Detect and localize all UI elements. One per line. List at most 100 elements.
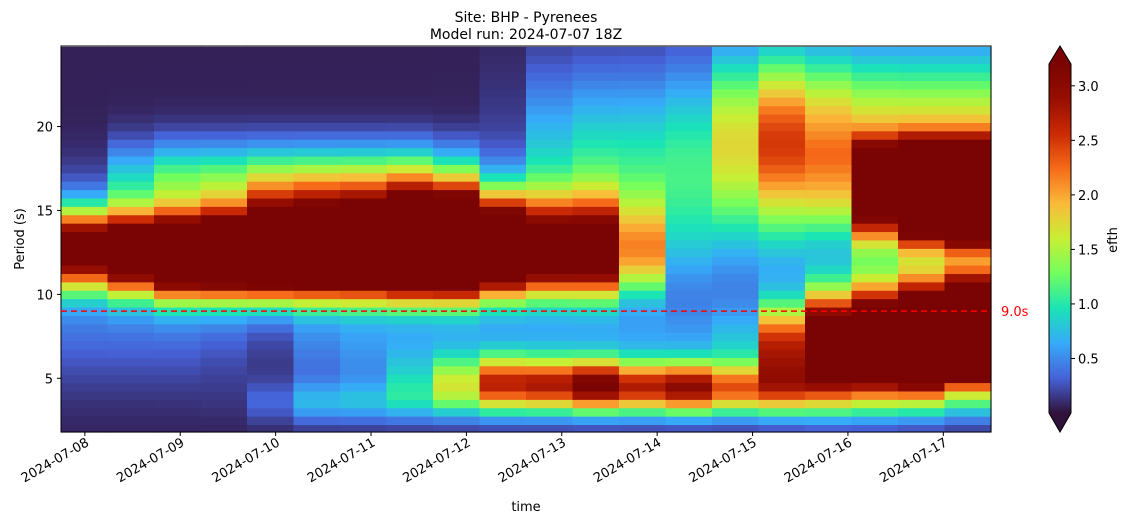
- heatmap-cell: [712, 256, 760, 266]
- heatmap-cell: [247, 374, 295, 384]
- heatmap-cell: [340, 290, 388, 300]
- heatmap-cell: [433, 63, 481, 73]
- heatmap-cell: [898, 239, 946, 249]
- heatmap-cell: [200, 399, 248, 409]
- heatmap-cell: [712, 189, 760, 199]
- heatmap-cell: [665, 105, 713, 115]
- heatmap-cell: [433, 197, 481, 207]
- heatmap-cell: [805, 298, 853, 308]
- heatmap-cell: [572, 265, 620, 274]
- heatmap-cell: [247, 424, 295, 433]
- heatmap-cell: [944, 407, 992, 417]
- heatmap-cell: [572, 113, 620, 123]
- heatmap-cell: [572, 382, 620, 392]
- heatmap-cell: [619, 256, 667, 266]
- heatmap-cell: [572, 105, 620, 115]
- heatmap-cell: [247, 197, 295, 207]
- heatmap-cell: [619, 315, 667, 325]
- heatmap-cell: [712, 390, 760, 400]
- heatmap-cell: [200, 290, 248, 300]
- heatmap-cell: [386, 357, 434, 367]
- heatmap-cell: [107, 55, 155, 65]
- heatmap-cell: [107, 273, 155, 283]
- heatmap-cell: [107, 399, 155, 409]
- heatmap-cell: [293, 298, 341, 308]
- heatmap-cell: [433, 147, 481, 157]
- heatmap-cell: [758, 424, 806, 433]
- heatmap-cell: [479, 390, 527, 400]
- heatmap-cell: [619, 231, 667, 241]
- heatmap-cell: [386, 105, 434, 115]
- heatmap-cell: [293, 139, 341, 149]
- heatmap-cell: [898, 348, 946, 358]
- heatmap-cell: [479, 155, 527, 165]
- heatmap-cell: [619, 155, 667, 165]
- heatmap-cell: [386, 231, 434, 241]
- heatmap-cell: [758, 265, 806, 274]
- heatmap-cell: [200, 113, 248, 123]
- heatmap-cell: [107, 113, 155, 123]
- heatmap-cell: [665, 63, 713, 73]
- heatmap-cell: [479, 55, 527, 65]
- heatmap-cell: [154, 189, 202, 199]
- heatmap-cell: [805, 273, 853, 283]
- heatmap-cell: [293, 72, 341, 81]
- heatmap-cell: [154, 88, 202, 98]
- heatmap-cell: [712, 265, 760, 274]
- heatmap-cell: [665, 407, 713, 417]
- heatmap-cell: [665, 357, 713, 367]
- heatmap-cell: [433, 80, 481, 90]
- heatmap-cell: [154, 139, 202, 149]
- heatmap-cell: [805, 88, 853, 98]
- heatmap-cell: [758, 374, 806, 384]
- heatmap-cell: [944, 340, 992, 350]
- heatmap-cell: [386, 206, 434, 216]
- heatmap-cell: [479, 315, 527, 325]
- heatmap-cell: [665, 290, 713, 300]
- heatmap-cell: [805, 374, 853, 384]
- heatmap-cell: [479, 88, 527, 98]
- heatmap-cell: [247, 256, 295, 266]
- heatmap-cell: [898, 172, 946, 182]
- heatmap-cell: [293, 122, 341, 132]
- heatmap-cell: [247, 55, 295, 65]
- heatmap-cell: [293, 273, 341, 283]
- heatmap-cell: [386, 63, 434, 73]
- heatmap-cell: [433, 206, 481, 216]
- heatmap-cell: [619, 72, 667, 81]
- heatmap-cell: [572, 365, 620, 375]
- heatmap-cell: [107, 155, 155, 165]
- heatmap-cell: [386, 315, 434, 325]
- heatmap-cell: [433, 164, 481, 174]
- y-axis-label: Period (s): [13, 208, 28, 270]
- heatmap-cell: [340, 206, 388, 216]
- heatmap-cell: [386, 273, 434, 283]
- heatmap-cell: [665, 323, 713, 333]
- heatmap-cell: [154, 223, 202, 233]
- heatmap-cell: [712, 122, 760, 132]
- heatmap-cell: [107, 248, 155, 258]
- heatmap-cell: [340, 340, 388, 350]
- heatmap-cell: [340, 231, 388, 241]
- heatmap-cell: [154, 72, 202, 81]
- heatmap-cell: [526, 424, 574, 433]
- heatmap-cell: [386, 424, 434, 433]
- heatmap-cell: [665, 239, 713, 249]
- heatmap-cell: [200, 55, 248, 65]
- heatmap-cell: [340, 214, 388, 224]
- heatmap-cell: [944, 88, 992, 98]
- heatmap-cell: [944, 223, 992, 233]
- heatmap-cell: [247, 164, 295, 174]
- heatmap-cell: [572, 206, 620, 216]
- heatmap-cell: [758, 72, 806, 81]
- heatmap-cell: [433, 265, 481, 274]
- heatmap-cell: [758, 399, 806, 409]
- heatmap-cell: [61, 290, 109, 300]
- heatmap-cell: [851, 374, 899, 384]
- heatmap-cell: [340, 55, 388, 65]
- heatmap-cell: [107, 323, 155, 333]
- heatmap-cell: [619, 63, 667, 73]
- heatmap-cell: [433, 189, 481, 199]
- heatmap-cell: [247, 390, 295, 400]
- heatmap-cell: [712, 55, 760, 65]
